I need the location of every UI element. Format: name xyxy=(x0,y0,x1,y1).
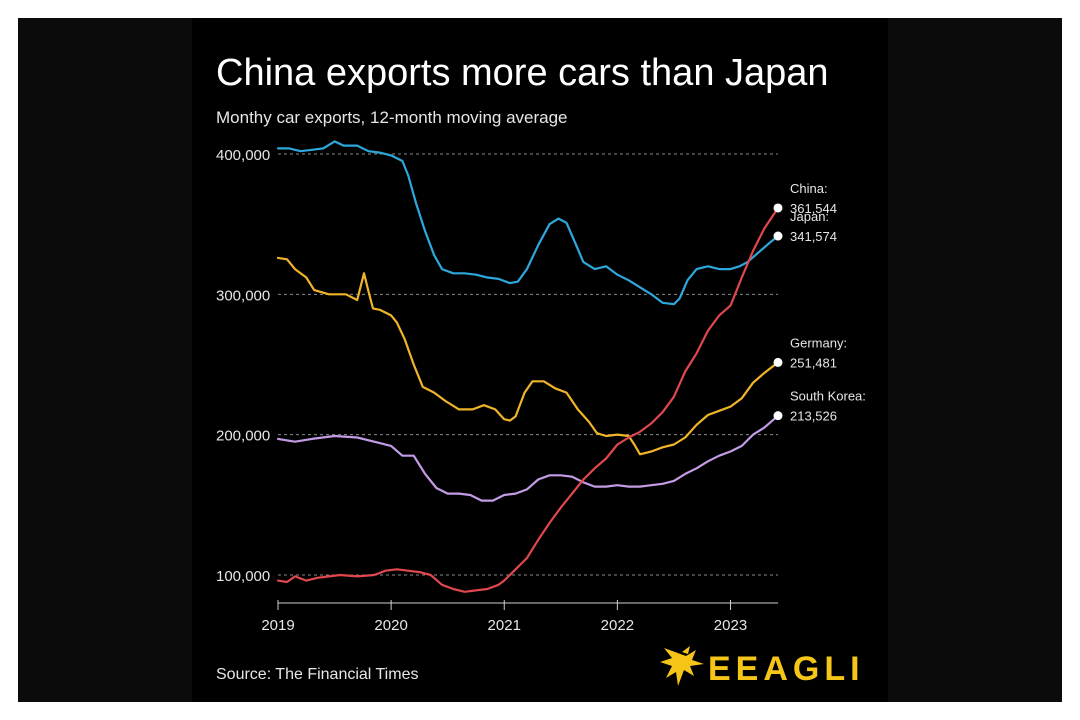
x-tick-label: 2020 xyxy=(374,617,407,634)
y-tick-label: 100,000 xyxy=(216,568,270,585)
end-label-china: China: xyxy=(790,181,828,196)
brand-logo-text: EEAGLI xyxy=(708,650,865,688)
y-tick-label: 300,000 xyxy=(216,287,270,304)
series-line-south-korea xyxy=(276,414,780,502)
y-axis-ticks: 100,000 200,000 300,000 400,000 xyxy=(216,147,270,585)
source-note: Source: The Financial Times xyxy=(216,666,419,683)
chart-panel xyxy=(192,18,888,702)
x-axis: 2019 2020 2021 2022 2023 xyxy=(261,600,778,634)
chart-title: China exports more cars than Japan xyxy=(216,52,829,94)
chart-subtitle: Monthy car exports, 12-month moving aver… xyxy=(216,108,568,127)
x-tick-label: 2022 xyxy=(601,617,634,634)
end-label-germany: Germany: xyxy=(790,335,847,350)
series-line-germany xyxy=(276,256,780,456)
y-tick-label: 200,000 xyxy=(216,428,270,445)
series-line-china xyxy=(276,206,780,593)
x-tick-label: 2021 xyxy=(488,617,521,634)
end-marker-china xyxy=(773,203,783,213)
x-tick-label: 2023 xyxy=(714,617,747,634)
end-value-japan: 341,574 xyxy=(790,229,837,244)
y-tick-label: 400,000 xyxy=(216,147,270,164)
end-label-south-korea: South Korea: xyxy=(790,389,866,404)
end-value-china: 361,544 xyxy=(790,201,837,216)
end-value-germany: 251,481 xyxy=(790,355,837,370)
end-marker-south-korea xyxy=(773,411,783,421)
end-marker-germany xyxy=(773,357,783,367)
end-value-south-korea: 213,526 xyxy=(790,409,837,424)
series-end-markers: Japan: 341,574 Germany: 251,481 South Korea:… xyxy=(773,181,866,424)
end-marker-japan xyxy=(773,231,783,241)
series-lines xyxy=(276,140,780,593)
end-label-japan: Japan: xyxy=(790,209,829,224)
series-line-japan xyxy=(276,140,780,306)
eagle-icon xyxy=(660,646,704,686)
gridlines xyxy=(278,153,778,576)
x-tick-label: 2019 xyxy=(261,617,294,634)
